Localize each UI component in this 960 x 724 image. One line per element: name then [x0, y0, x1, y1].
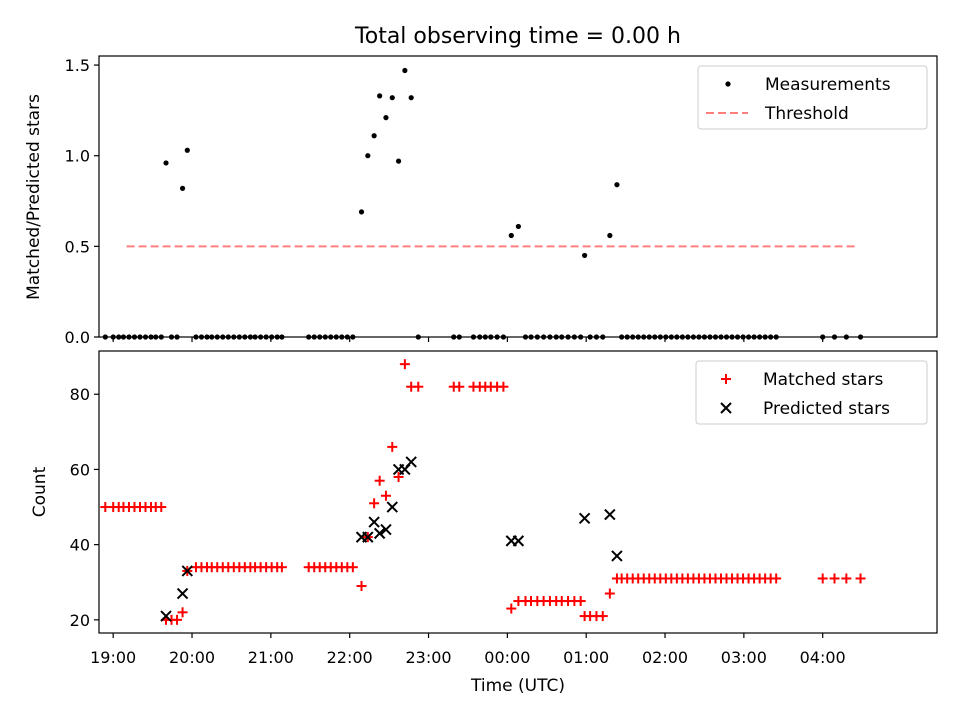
predicted-star-point [160, 610, 172, 622]
xtick-label: 04:00 [800, 648, 846, 667]
bottom-legend: Matched stars Predicted stars [695, 360, 928, 425]
matched-star-point [855, 573, 866, 584]
matched-star-point [374, 475, 385, 486]
matched-star-point [399, 359, 410, 370]
figure-title: Total observing time = 0.00 h [354, 24, 681, 49]
bottom-xlabel: Time (UTC) [470, 676, 565, 696]
legend-x-marker [720, 402, 732, 414]
matched-star-point [393, 471, 404, 482]
measurement-point [515, 223, 521, 230]
matched-star-point [356, 581, 367, 591]
measurement-point [184, 147, 190, 153]
measurement-point [365, 153, 371, 159]
top-plot-frame [98, 55, 938, 338]
count-series [100, 359, 866, 625]
legend-box [695, 360, 928, 425]
matched-star-point [771, 573, 782, 584]
measurement-point [402, 67, 408, 74]
matched-star-point [177, 607, 188, 618]
xtick-label: 20:00 [169, 648, 215, 667]
predicted-star-point [181, 565, 194, 577]
ytick-label: 60 [70, 460, 90, 479]
bottom-plot-frame [98, 350, 938, 634]
legend-label: Matched stars [763, 370, 883, 390]
matched-star-point [817, 573, 828, 584]
matched-star-point [380, 490, 391, 501]
ytick-label: 20 [70, 611, 90, 630]
xtick-label: 21:00 [248, 648, 294, 667]
xtick-label: 00:00 [484, 648, 530, 667]
top-axes: 0.0 0.5 1.0 1.5 [65, 56, 824, 347]
matched-star-point [172, 614, 183, 625]
top-panel: 0.0 0.5 1.0 1.5 Matched/Predicted stars Mea… [24, 55, 938, 347]
measurement-point [371, 133, 377, 139]
matched-star-point [369, 498, 380, 509]
xtick-label: 19:00 [90, 648, 136, 667]
legend-label: Threshold [764, 104, 849, 124]
predicted-star-point [176, 587, 189, 600]
ytick-label: 0.5 [65, 237, 90, 256]
predicted-star-point [368, 516, 380, 528]
top-legend: Measurements Threshold [697, 65, 928, 130]
matched-star-point [276, 562, 287, 573]
measurement-point [607, 232, 613, 239]
ytick-label: 80 [70, 385, 90, 404]
predicted-star-point [405, 456, 417, 468]
measurement-point [389, 95, 395, 101]
xtick-label: 23:00 [405, 648, 451, 667]
predicted-star-point [386, 501, 398, 513]
legend-measurement-marker [725, 81, 731, 87]
xtick-label: 02:00 [642, 648, 688, 667]
measurement-point [395, 158, 402, 164]
measurement-point [383, 115, 389, 121]
predicted-star-point [578, 512, 591, 525]
measurement-point [582, 252, 588, 259]
matched-star-point [597, 611, 608, 622]
predicted-star-point [604, 508, 616, 521]
matched-star-point [575, 596, 586, 607]
measurement-point [408, 95, 414, 101]
ytick-label: 1.0 [65, 147, 90, 166]
measurement-point [179, 185, 186, 191]
matched-star-point [841, 573, 852, 584]
bottom-ylabel: Count [30, 466, 50, 517]
matched-star-point [498, 381, 509, 392]
matched-star-point [413, 381, 424, 392]
ytick-label: 0.0 [65, 328, 90, 347]
legend-label: Predicted stars [763, 399, 890, 419]
xtick-label: 01:00 [563, 648, 609, 667]
legend-box [697, 65, 928, 130]
predicted-star-point [512, 535, 525, 547]
matched-star-point [347, 562, 358, 573]
predicted-star-point [362, 531, 374, 543]
measurement-point [614, 182, 620, 188]
xtick-label: 22:00 [327, 648, 373, 667]
predicted-star-point [611, 550, 623, 562]
measurement-point [508, 232, 514, 239]
measurement-point [358, 209, 365, 215]
top-ylabel: Matched/Predicted stars [24, 94, 44, 300]
matched-star-point [829, 573, 840, 584]
matched-star-point [387, 441, 398, 452]
bottom-panel: 20 40 60 80 19:00 20:00 21:00 22:00 23:00 00:00 01… [30, 350, 938, 696]
matched-star-point [156, 502, 167, 513]
ytick-label: 1.5 [65, 56, 90, 75]
predicted-star-point [373, 527, 386, 540]
ytick-label: 40 [70, 536, 90, 555]
bottom-axes: 20 40 60 80 19:00 20:00 21:00 22:00 23:00 00:00 01… [70, 385, 846, 667]
predicted-star-point [380, 523, 392, 536]
matched-star-point [506, 603, 517, 614]
matched-star-point [604, 588, 615, 599]
measurement-point [377, 93, 383, 99]
xtick-label: 03:00 [721, 648, 767, 667]
matched-star-point [454, 381, 465, 392]
legend-label: Measurements [765, 75, 891, 95]
legend-plus-marker [721, 374, 731, 384]
measurement-point [163, 160, 169, 166]
